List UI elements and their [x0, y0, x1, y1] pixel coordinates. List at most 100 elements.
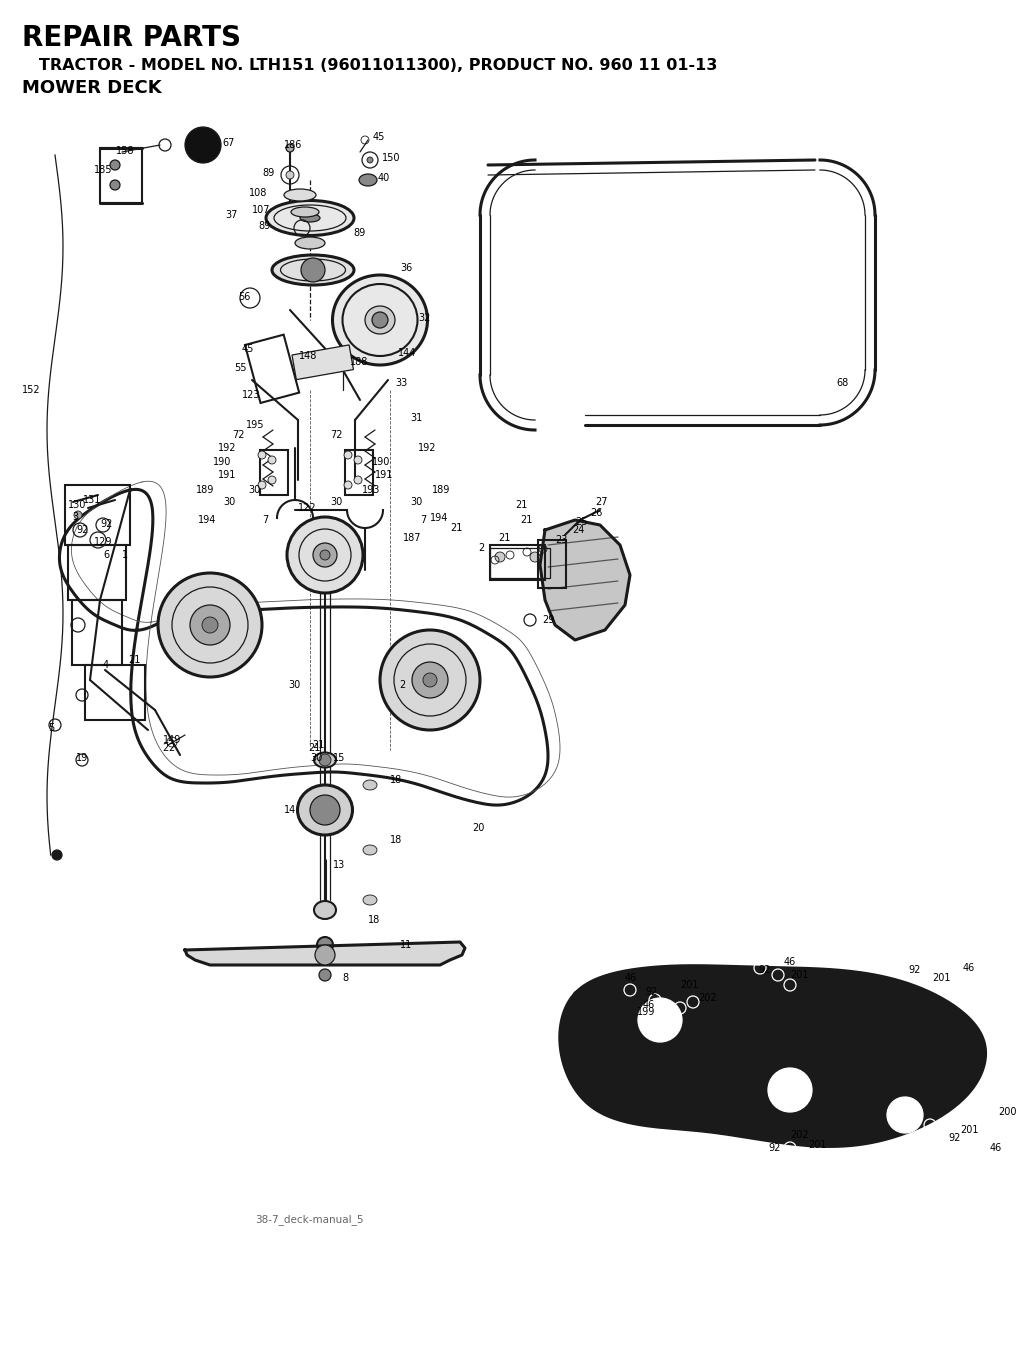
Circle shape: [258, 481, 266, 489]
Text: 30: 30: [223, 497, 236, 507]
Text: 7: 7: [262, 515, 268, 524]
Text: 92: 92: [758, 965, 770, 976]
Bar: [490, 547, 550, 579]
Text: 130: 130: [68, 500, 86, 509]
Text: 33: 33: [395, 378, 408, 388]
Circle shape: [372, 312, 388, 328]
Text: 2: 2: [162, 743, 168, 753]
Text: 92: 92: [645, 986, 657, 997]
Text: 92: 92: [76, 524, 88, 535]
Text: 89: 89: [262, 168, 274, 178]
Text: 199: 199: [637, 1007, 655, 1018]
Text: 18: 18: [368, 915, 380, 925]
Text: 46: 46: [784, 957, 797, 967]
Text: 21: 21: [128, 654, 140, 665]
Text: 92: 92: [100, 519, 113, 528]
Bar: [65, 485, 130, 545]
Circle shape: [412, 663, 449, 698]
Text: 8: 8: [342, 973, 348, 982]
Circle shape: [310, 795, 340, 825]
Bar: [85, 665, 145, 720]
Text: MOWER DECK: MOWER DECK: [22, 79, 162, 98]
Ellipse shape: [359, 173, 377, 186]
Bar: [538, 541, 566, 588]
Bar: [345, 450, 373, 495]
Polygon shape: [185, 942, 465, 965]
Text: 152: 152: [22, 385, 41, 396]
Text: 194: 194: [430, 514, 449, 523]
Circle shape: [74, 511, 82, 519]
Text: 26: 26: [590, 508, 602, 518]
Circle shape: [495, 551, 505, 562]
Circle shape: [286, 144, 294, 152]
Text: REPAIR PARTS: REPAIR PARTS: [22, 24, 241, 51]
Text: 3: 3: [72, 512, 78, 522]
Text: 37: 37: [225, 210, 238, 220]
Text: 21: 21: [308, 743, 321, 753]
Text: 195: 195: [246, 420, 264, 430]
Ellipse shape: [314, 752, 336, 767]
Ellipse shape: [362, 780, 377, 790]
Text: 21: 21: [450, 523, 463, 533]
Text: 23: 23: [555, 535, 567, 545]
Text: 4: 4: [103, 660, 110, 669]
Ellipse shape: [291, 207, 319, 217]
Circle shape: [317, 938, 333, 953]
Text: 21: 21: [498, 533, 510, 543]
Text: 21: 21: [520, 515, 532, 524]
Bar: [100, 148, 142, 203]
Text: 131: 131: [83, 495, 101, 505]
Text: 7: 7: [420, 515, 426, 524]
Ellipse shape: [333, 275, 427, 364]
Text: 5: 5: [48, 724, 54, 733]
Text: 24: 24: [572, 524, 585, 535]
Text: 201: 201: [808, 1140, 826, 1150]
Text: 92: 92: [948, 1133, 961, 1144]
Text: 25: 25: [575, 518, 588, 527]
Ellipse shape: [362, 896, 377, 905]
Text: 31: 31: [410, 413, 422, 423]
Text: 1: 1: [122, 550, 128, 560]
Circle shape: [367, 157, 373, 163]
Text: 13: 13: [333, 860, 345, 870]
Text: 201: 201: [680, 980, 698, 991]
Text: 72: 72: [330, 430, 342, 440]
Text: 32: 32: [418, 313, 430, 322]
Text: 185: 185: [94, 165, 113, 175]
Text: 30: 30: [248, 485, 260, 495]
Ellipse shape: [314, 901, 336, 919]
Text: 193: 193: [362, 485, 380, 495]
Circle shape: [319, 969, 331, 981]
Circle shape: [190, 604, 230, 645]
Ellipse shape: [365, 306, 395, 333]
Circle shape: [268, 457, 276, 463]
Circle shape: [158, 573, 262, 678]
Text: 122: 122: [298, 503, 316, 514]
Text: 192: 192: [418, 443, 436, 453]
Text: 148: 148: [299, 351, 317, 360]
Circle shape: [313, 543, 337, 566]
Text: 187: 187: [403, 533, 422, 543]
Text: 45: 45: [373, 131, 385, 142]
Text: 194: 194: [198, 515, 216, 524]
Text: 30: 30: [310, 753, 323, 763]
Text: 192: 192: [218, 443, 237, 453]
Circle shape: [268, 476, 276, 484]
Circle shape: [354, 476, 362, 484]
Text: 2: 2: [399, 680, 406, 690]
Text: 21: 21: [515, 500, 527, 509]
Polygon shape: [540, 520, 630, 640]
Text: 46: 46: [625, 973, 637, 982]
Circle shape: [287, 518, 362, 593]
Text: 30: 30: [288, 680, 300, 690]
Text: 108: 108: [249, 188, 267, 198]
Bar: [245, 335, 299, 402]
Bar: [260, 450, 288, 495]
Text: 92: 92: [908, 965, 921, 976]
Text: 40: 40: [378, 173, 390, 183]
Circle shape: [258, 451, 266, 459]
Text: 72: 72: [232, 430, 245, 440]
Text: 46: 46: [963, 963, 975, 973]
Ellipse shape: [362, 846, 377, 855]
Ellipse shape: [266, 201, 354, 236]
